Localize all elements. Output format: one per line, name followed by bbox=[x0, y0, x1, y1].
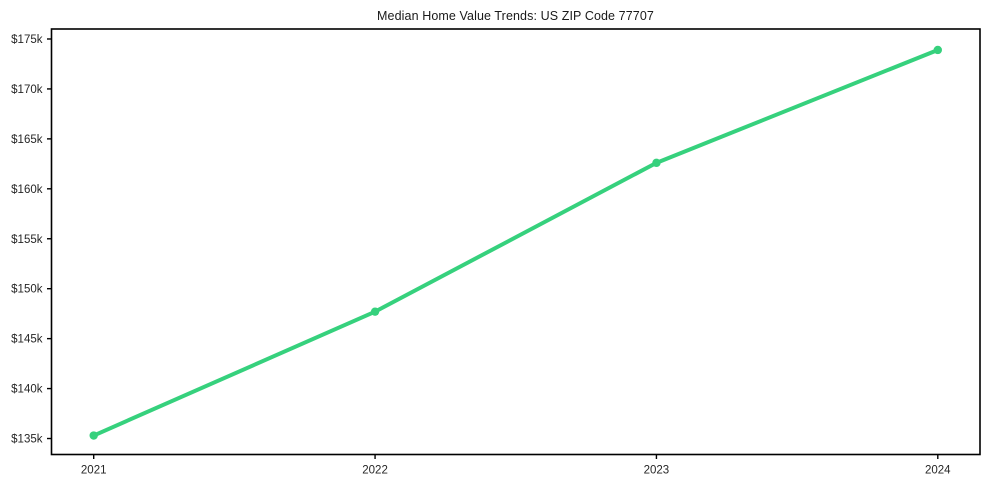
data-point-2022 bbox=[370, 307, 380, 316]
y-axis-tick-label: $145k bbox=[11, 334, 43, 346]
y-axis-tick-label: $170k bbox=[11, 84, 43, 96]
data-point-2021 bbox=[89, 431, 98, 440]
data-point-2024 bbox=[933, 45, 942, 55]
plot-border bbox=[50, 28, 981, 456]
data-point-2023 bbox=[652, 158, 661, 168]
y-axis-tick-label: $160k bbox=[11, 184, 43, 196]
x-axis-tick-label: 2024 bbox=[925, 465, 951, 477]
x-axis-tick-label: 2021 bbox=[81, 465, 107, 477]
y-axis-tick-label: $135k bbox=[11, 434, 43, 446]
x-axis-tick-label: 2022 bbox=[362, 465, 388, 477]
y-axis-tick-label: $175k bbox=[11, 34, 43, 46]
trend-line bbox=[91, 47, 940, 438]
y-axis-tick-label: $150k bbox=[11, 284, 43, 296]
chart-title: Median Home Value Trends: US ZIP Code 77… bbox=[377, 9, 654, 23]
y-axis-tick-label: $140k bbox=[11, 384, 43, 396]
y-axis-tick-label: $155k bbox=[11, 234, 43, 246]
y-axis-tick-label: $165k bbox=[11, 134, 43, 146]
x-axis-tick-label: 2023 bbox=[644, 465, 670, 477]
